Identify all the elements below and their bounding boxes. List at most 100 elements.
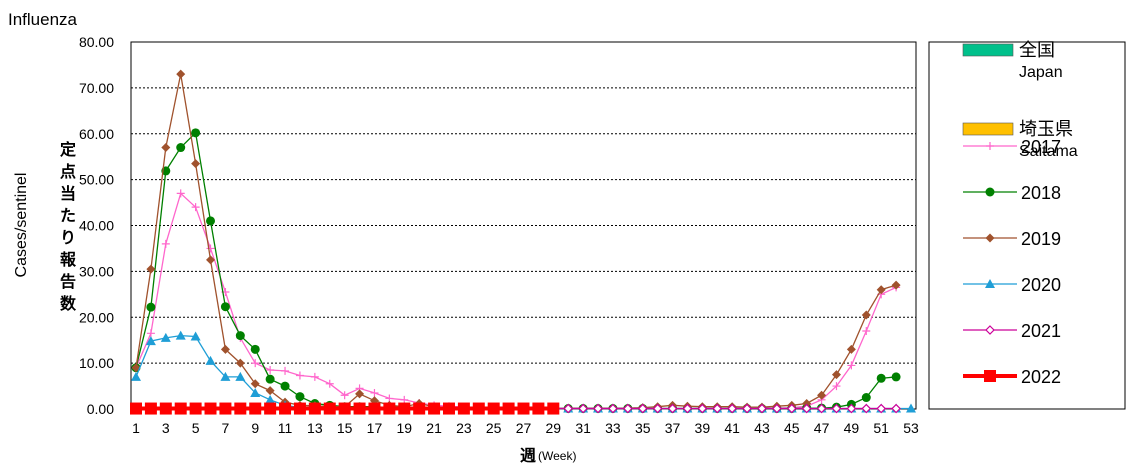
x-tick-label: 27: [516, 420, 532, 436]
data-point: [831, 370, 841, 380]
data-point: [175, 330, 186, 340]
data-point: [191, 159, 201, 169]
legend: [928, 41, 1126, 410]
y-tick-label: 40.00: [79, 218, 114, 234]
data-point: [697, 403, 708, 414]
data-point: [370, 388, 379, 397]
data-point: [235, 371, 246, 381]
chart-title: Influenza: [8, 10, 78, 29]
data-point: [250, 344, 260, 354]
data-point: [517, 402, 530, 415]
data-point: [593, 403, 603, 414]
y-axis-label-ja-char: 点: [60, 162, 76, 181]
legend-label: 2018: [1021, 183, 1061, 203]
data-point: [667, 403, 678, 414]
data-point: [145, 336, 156, 346]
data-point: [786, 403, 797, 414]
data-point: [160, 332, 171, 342]
y-tick-label: 20.00: [79, 309, 114, 325]
data-point: [340, 391, 349, 400]
x-axis-label-ja: 週: [520, 447, 536, 465]
data-point: [457, 402, 470, 415]
data-point: [608, 403, 618, 414]
data-point: [130, 402, 142, 415]
legend-swatch: [962, 122, 1014, 136]
data-point: [295, 392, 305, 402]
data-point: [264, 402, 277, 415]
data-point: [234, 402, 247, 415]
legend-label: 2019: [1021, 229, 1061, 249]
data-point: [876, 403, 887, 414]
data-point: [250, 387, 261, 397]
data-point: [906, 403, 916, 413]
x-axis-ticks: 1 3 5 7 9 11 13 15 17 19 21 23 25 27 29 31 33 35 37 39 41 43 4…: [132, 420, 919, 436]
x-tick-label: 33: [605, 420, 621, 436]
y-axis-label-ja-char: り: [60, 229, 76, 247]
data-point: [295, 371, 304, 380]
x-tick-label: 15: [337, 420, 353, 436]
y-tick-label: 60.00: [79, 126, 114, 142]
x-tick-label: 21: [426, 420, 442, 436]
data-point: [266, 366, 275, 375]
data-point: [985, 279, 995, 288]
data-point: [146, 302, 156, 312]
data-point: [176, 189, 185, 198]
data-point: [310, 372, 319, 381]
data-point: [176, 143, 186, 153]
data-point: [816, 403, 827, 414]
x-tick-label: 29: [546, 420, 562, 436]
legend-item-area: 全国 Japan: [962, 40, 1063, 81]
x-tick-label: 11: [278, 420, 293, 436]
y-axis-label-ja-char: 報: [60, 251, 77, 269]
data-point: [161, 143, 171, 153]
legend-item-2022: 2022: [963, 367, 1061, 387]
data-point: [817, 390, 827, 400]
x-tick-label: 9: [251, 420, 259, 436]
data-point: [368, 402, 381, 415]
data-point: [682, 403, 693, 414]
data-point: [251, 359, 260, 368]
data-point: [206, 255, 216, 265]
data-point: [206, 244, 215, 253]
data-point: [622, 403, 633, 414]
data-point: [293, 402, 306, 415]
x-tick-label: 47: [814, 420, 830, 436]
data-point: [772, 403, 782, 414]
data-point: [220, 371, 231, 381]
data-point: [986, 142, 994, 150]
y-axis-label-ja-char: 当: [60, 184, 76, 203]
y-tick-label: 0.00: [87, 401, 114, 417]
y-axis-ticks: 0.00 10.00 20.00 30.00 40.00 50.00 60.00 70.00 8…: [79, 34, 114, 417]
data-point: [712, 403, 723, 414]
data-point: [846, 344, 856, 354]
legend-label: 2022: [1021, 367, 1061, 387]
legend-item-2020: 2020: [963, 275, 1061, 295]
y-axis-label-ja-char: 数: [60, 294, 77, 313]
data-point: [985, 187, 995, 197]
data-point: [891, 280, 901, 290]
data-point: [280, 381, 290, 391]
data-point: [353, 402, 366, 415]
data-point: [757, 403, 767, 414]
x-tick-label: 35: [635, 420, 651, 436]
legend-sublabel: Japan: [1019, 64, 1063, 81]
data-point: [727, 403, 738, 414]
data-point: [861, 393, 871, 403]
data-point: [191, 203, 200, 212]
data-point: [876, 285, 886, 295]
data-point: [578, 403, 588, 414]
y-tick-label: 80.00: [79, 34, 114, 50]
data-point: [220, 302, 230, 312]
data-point: [862, 327, 871, 336]
data-point: [502, 402, 515, 415]
data-point: [637, 403, 648, 414]
legend-label: 2017: [1021, 137, 1061, 157]
grid-lines: [131, 87, 916, 364]
x-tick-label: 53: [903, 420, 919, 436]
x-tick-label: 41: [724, 420, 740, 436]
data-point: [220, 344, 230, 354]
legend-label: 埼玉県: [1019, 119, 1073, 139]
data-point: [398, 402, 411, 415]
x-tick-label: 37: [665, 420, 681, 436]
